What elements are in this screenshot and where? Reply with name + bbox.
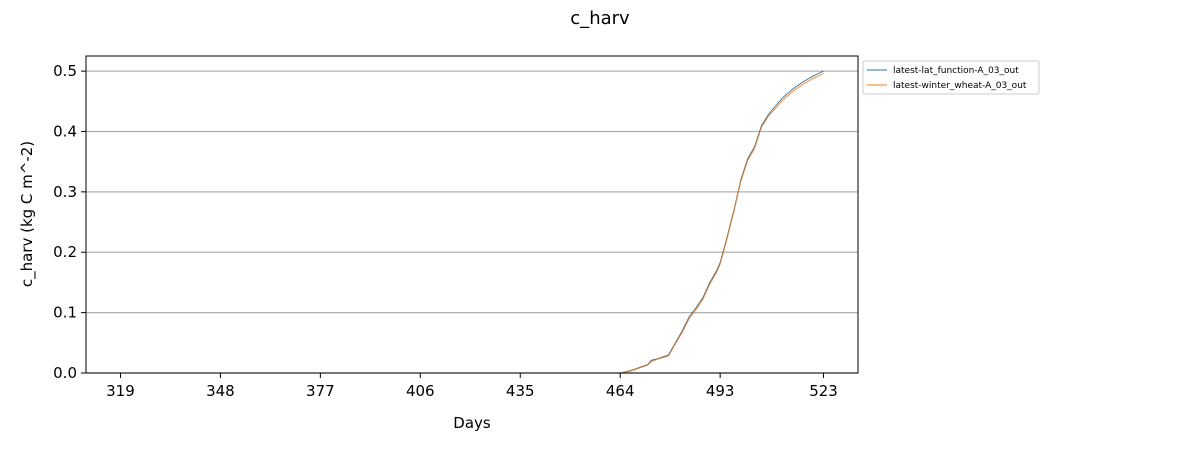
x-tick-label: 493 — [706, 382, 735, 400]
plot-area — [85, 55, 859, 374]
legend-label-2: latest-winter_wheat-A_03_out — [893, 81, 1027, 91]
legend-box — [862, 60, 1040, 95]
x-tick-label: 377 — [306, 382, 335, 400]
y-tick-label: 0.2 — [53, 243, 77, 261]
x-tick-label: 406 — [406, 382, 435, 400]
y-tick-label: 0.1 — [53, 304, 77, 322]
x-tick-label: 319 — [106, 382, 135, 400]
x-tick-label: 523 — [809, 382, 838, 400]
y-axis-label: c_harv (kg C m^-2) — [18, 141, 37, 287]
x-tick-label: 435 — [506, 382, 535, 400]
axes-background — [86, 56, 858, 373]
y-tick-label: 0.0 — [53, 364, 77, 382]
x-tick-label: 464 — [606, 382, 635, 400]
y-tick-label: 0.3 — [53, 183, 77, 201]
y-tick-label: 0.5 — [53, 62, 77, 80]
x-axis-label: Days — [453, 414, 491, 432]
y-tick-label: 0.4 — [53, 122, 77, 140]
x-axis: 319 348 377 406 435 464 493 523 — [106, 373, 838, 400]
y-axis: 0.0 0.1 0.2 0.3 0.4 0.5 — [53, 62, 86, 382]
series-lines — [120, 70, 824, 374]
axes-frame — [85, 55, 859, 374]
chart-title: c_harv — [570, 8, 630, 29]
x-tick-label: 348 — [206, 382, 235, 400]
legend: latest-lat_function-A_03_out latest-winte… — [862, 60, 1040, 95]
series-line-1 — [120, 70, 824, 374]
series-line-2 — [120, 73, 824, 374]
legend-label-1: latest-lat_function-A_03_out — [893, 66, 1019, 76]
